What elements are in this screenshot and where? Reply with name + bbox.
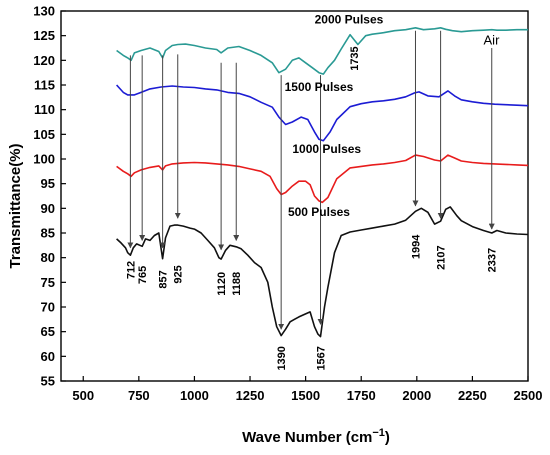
peak-annotation-label: 1735 bbox=[349, 46, 361, 70]
x-tick-label: 2500 bbox=[514, 388, 543, 403]
peak-label: 765 bbox=[137, 266, 149, 284]
peak-label: 925 bbox=[173, 265, 185, 283]
label-layer: 712 765 857 925 1120 1188 1390 1567 1994 2107 2337… bbox=[125, 12, 500, 370]
y-tick-label: 130 bbox=[33, 4, 55, 19]
y-tick-label: 105 bbox=[33, 127, 55, 142]
x-tick-label: 750 bbox=[128, 388, 150, 403]
y-tick-label: 110 bbox=[34, 102, 55, 117]
y-tick-label: 55 bbox=[41, 374, 55, 389]
y-tick-label: 75 bbox=[41, 275, 55, 290]
x-tick-label: 1250 bbox=[236, 388, 265, 403]
x-tick-label: 1750 bbox=[347, 388, 376, 403]
y-tick-label: 100 bbox=[33, 152, 55, 167]
peak-label: 712 bbox=[125, 261, 137, 279]
y-tick-label: 115 bbox=[34, 78, 55, 93]
plot-frame bbox=[60, 10, 529, 382]
y-tick-label: 90 bbox=[41, 201, 55, 216]
y-tick-label: 95 bbox=[41, 176, 55, 191]
series-name-label: 2000 Pulses bbox=[315, 12, 384, 26]
series-layer bbox=[116, 27, 529, 338]
peak-label: 1120 bbox=[216, 272, 228, 296]
series-name-label: 1000 Pulses bbox=[292, 142, 361, 156]
y-tick-label: 60 bbox=[41, 349, 55, 364]
y-tick-label: 80 bbox=[41, 250, 55, 265]
series-line-2000-pulses bbox=[116, 27, 528, 75]
y-axis-title: Transmittance(%) bbox=[7, 143, 24, 268]
x-tick-label: 1000 bbox=[180, 388, 209, 403]
air-annotation-label: Air bbox=[484, 33, 501, 48]
plot-border bbox=[60, 10, 529, 382]
axis-layer: 500 750 1000 1250 1500 1750 2000 2250 2500 55 60 65… bbox=[33, 4, 542, 404]
series-name-label: 1500 Pulses bbox=[285, 80, 354, 94]
series-line-500-pulses bbox=[116, 206, 529, 338]
x-tick-label: 500 bbox=[72, 388, 94, 403]
peak-label: 1390 bbox=[276, 346, 288, 370]
y-tick-label: 65 bbox=[41, 324, 55, 339]
peak-label: 1994 bbox=[410, 234, 422, 259]
peak-label: 2337 bbox=[487, 248, 499, 272]
x-tick-label: 2000 bbox=[402, 388, 431, 403]
x-axis-title: Wave Number (cm−1) bbox=[242, 427, 390, 446]
series-line-1000-pulses bbox=[116, 154, 529, 204]
peak-label: 857 bbox=[158, 270, 170, 288]
y-tick-label: 120 bbox=[33, 53, 55, 68]
peak-label: 1188 bbox=[231, 272, 243, 296]
x-tick-label: 1500 bbox=[291, 388, 320, 403]
y-tick-label: 70 bbox=[41, 300, 55, 315]
series-name-label: 500 Pulses bbox=[288, 205, 350, 219]
y-tick-label: 85 bbox=[41, 226, 55, 241]
y-tick-label: 125 bbox=[33, 28, 55, 43]
peak-arrow-layer bbox=[127, 30, 495, 330]
peak-label: 2107 bbox=[436, 245, 448, 269]
x-tick-label: 2250 bbox=[458, 388, 487, 403]
peak-label: 1567 bbox=[316, 346, 328, 370]
